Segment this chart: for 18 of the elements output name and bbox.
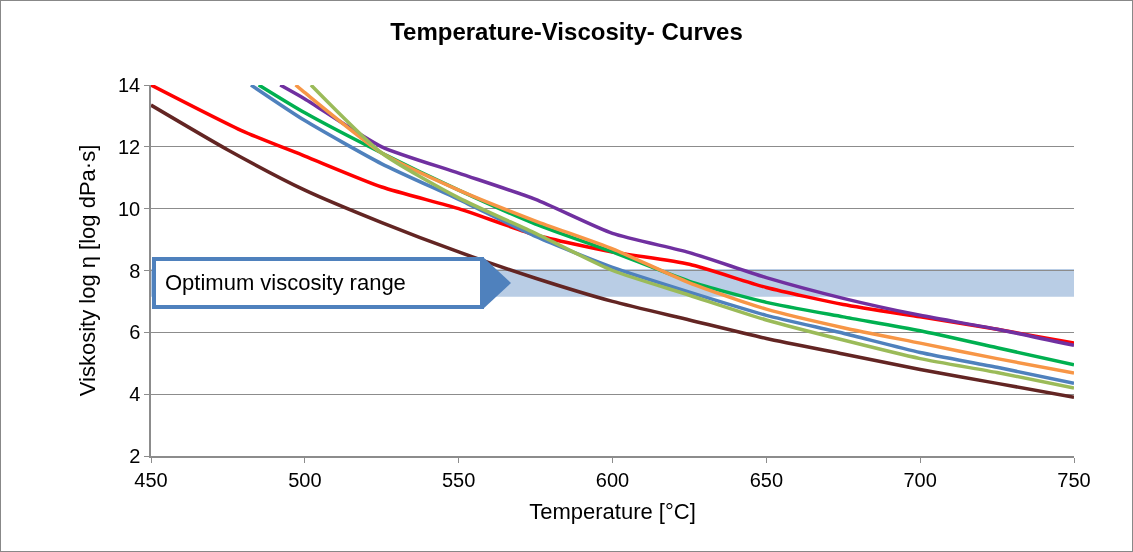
x-tick-label: 750 [1057,468,1091,491]
y-tick-label: 6 [129,321,141,344]
y-tick-label: 8 [129,259,141,282]
x-tick-label: 500 [288,468,322,491]
x-tick-label: 550 [441,468,476,491]
y-tick-label: 14 [118,74,141,96]
band-label: Optimum viscosity range [165,269,406,296]
x-tick-label: 700 [903,468,937,491]
x-tick-label: 650 [749,468,784,491]
x-axis-title: Temperature [°C] [529,499,696,525]
y-axis-title: Viskosity log η [log dPa·s] [75,144,101,397]
chart-title: Temperature-Viscosity- Curves [390,17,743,45]
y-tick-label: 4 [129,383,141,406]
y-tick-label: 10 [118,197,141,220]
x-tick-label: 600 [595,468,630,491]
y-tick-label: 12 [118,135,141,158]
x-tick-label: 450 [134,468,168,491]
y-tick-label: 2 [129,445,141,467]
